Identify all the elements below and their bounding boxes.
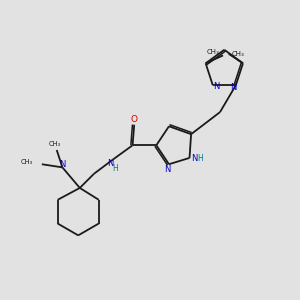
Text: H: H	[113, 164, 118, 173]
Text: N: N	[213, 82, 220, 91]
Text: N: N	[107, 159, 114, 168]
Text: N: N	[230, 83, 236, 92]
Text: CH₃: CH₃	[49, 141, 61, 147]
Text: N: N	[59, 160, 66, 169]
Text: N: N	[164, 165, 171, 174]
Text: CH₃: CH₃	[232, 51, 245, 57]
Text: N: N	[191, 154, 198, 163]
Text: H: H	[197, 154, 203, 163]
Text: CH₃: CH₃	[207, 49, 220, 55]
Text: O: O	[131, 115, 138, 124]
Text: CH₃: CH₃	[21, 159, 33, 165]
